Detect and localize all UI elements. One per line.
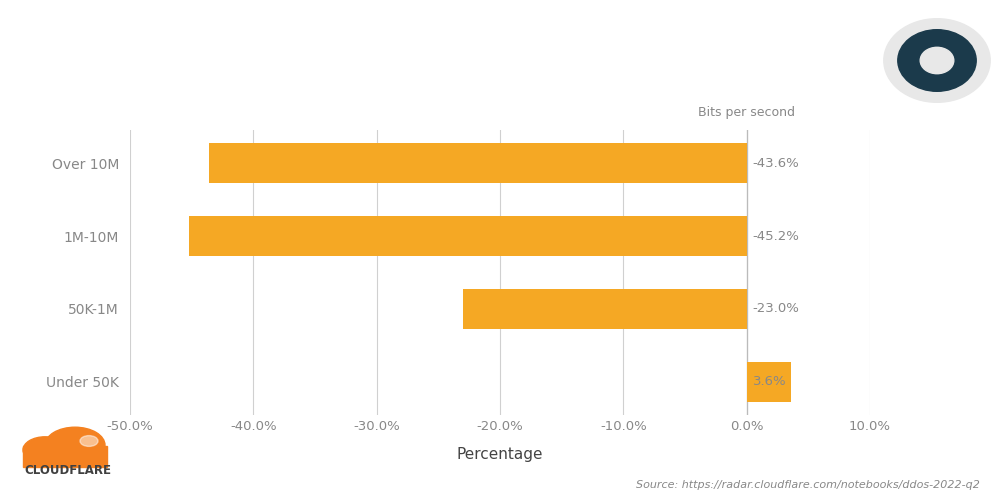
Circle shape [920,48,954,74]
Text: -43.6%: -43.6% [753,156,800,170]
Circle shape [45,427,105,463]
X-axis label: Percentage: Percentage [457,447,543,462]
Text: Source: https://radar.cloudflare.com/notebooks/ddos-2022-q2: Source: https://radar.cloudflare.com/not… [636,480,980,490]
Bar [463,289,747,329]
Text: -23.0%: -23.0% [753,302,800,316]
Text: Network-Layer DDoS Attacks - QoQ change in packet rate: Network-Layer DDoS Attacks - QoQ change … [25,40,722,60]
Text: 3.6%: 3.6% [753,376,786,388]
Text: Bits per second: Bits per second [698,106,795,119]
Circle shape [23,437,67,463]
Text: -45.2%: -45.2% [753,230,800,242]
Bar [189,216,747,256]
Circle shape [898,30,976,92]
Circle shape [80,436,98,446]
Bar [209,143,747,183]
Circle shape [884,18,990,102]
Bar [747,362,791,402]
Text: CLOUDFLARE: CLOUDFLARE [24,464,112,477]
Bar [23,446,107,467]
